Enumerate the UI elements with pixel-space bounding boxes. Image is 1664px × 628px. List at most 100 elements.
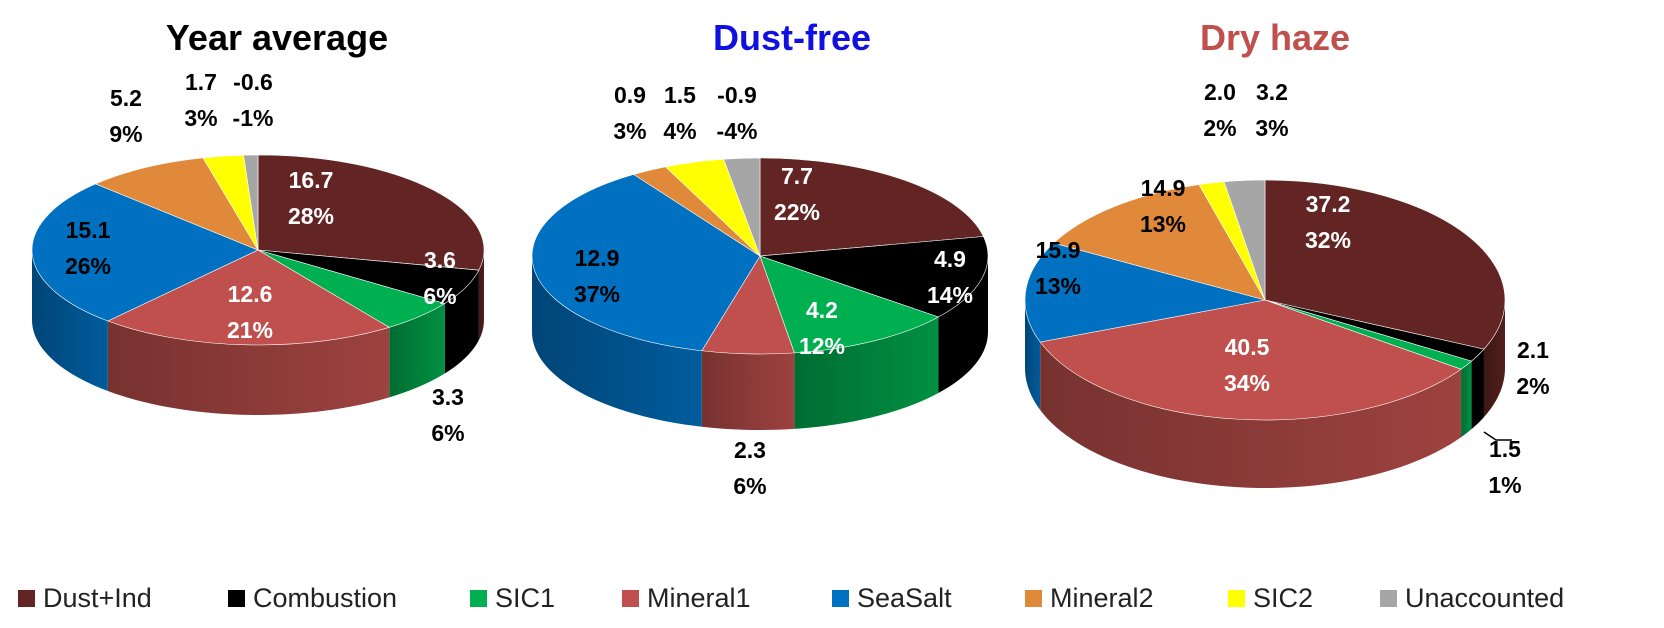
data-label-percent: 6% [733, 473, 766, 499]
data-label-value: 1.5 [664, 82, 696, 108]
data-label-value: -0.9 [717, 82, 757, 108]
chart-title: Year average [166, 17, 388, 58]
data-label-percent: 12% [799, 333, 845, 359]
legend-swatch [228, 589, 245, 607]
legend: Dust+Ind Combustion SIC1 Mineral1 SeaSalt Min… [0, 578, 1664, 618]
data-label-value: 15.9 [1036, 237, 1081, 263]
pie-chart-dry-haze: Dry haze37.232%2.12%1.51%40.534%15.913%1… [1024, 17, 1550, 498]
pie-slice-dust-ind [257, 154, 485, 271]
pie-slice-seasalt [1024, 242, 1266, 343]
chart-title: Dust-free [713, 17, 871, 58]
pie-slice-seasalt [531, 174, 761, 352]
pie-slice-unaccounted [1223, 179, 1266, 301]
legend-swatch [18, 589, 35, 607]
data-label-percent: 13% [1140, 211, 1186, 237]
legend-item-sic1: SIC1 [470, 578, 555, 618]
pie-slice-unaccounted [723, 157, 761, 257]
pie-side-sic1 [1461, 361, 1472, 438]
data-label-value: 2.1 [1517, 337, 1549, 363]
pie-side-seasalt [32, 250, 108, 391]
pie-top [1024, 179, 1506, 421]
pie-side-combustion [1471, 349, 1484, 430]
pie-side-walls [532, 256, 988, 430]
data-label-percent: 2% [1516, 373, 1549, 399]
pie-side-dust-ind [1483, 300, 1505, 418]
data-label-percent: 32% [1305, 227, 1351, 253]
pie-slice-mineral1 [107, 249, 391, 346]
pie-slice-mineral1 [1039, 299, 1462, 421]
legend-label: Unaccounted [1405, 582, 1565, 613]
legend-swatch [832, 589, 849, 607]
pie-side-combustion [444, 270, 479, 374]
data-label-value: 16.7 [289, 167, 334, 193]
data-label-value: 5.2 [110, 85, 142, 111]
data-label-value: -0.6 [233, 69, 273, 95]
legend-item-unaccounted: Unaccounted [1380, 578, 1564, 618]
pie-side-mineral1 [1040, 342, 1462, 488]
data-label-value: 37.2 [1306, 191, 1351, 217]
data-label-percent: 6% [431, 420, 464, 446]
legend-label: Mineral2 [1050, 582, 1154, 613]
data-label-value: 12.6 [228, 281, 273, 307]
legend-swatch [470, 589, 487, 607]
pie-chart-year-average: Year average 16.7 28% 3.6 6% 3.3 6% 12.6 21% 15.1… [31, 17, 485, 446]
legend-label: Combustion [253, 582, 398, 613]
pie-slice-seasalt [31, 183, 259, 322]
pie-side-seasalt [532, 256, 702, 427]
data-label-value: 2.3 [734, 437, 766, 463]
pie-side-seasalt [1025, 300, 1041, 410]
pie-side-sic1 [794, 317, 939, 429]
legend-item-seasalt: SeaSalt [832, 578, 952, 618]
data-label-value: 1.7 [185, 69, 217, 95]
legend-item-dust-ind: Dust+Ind [18, 578, 152, 618]
data-label-value: 4.9 [934, 246, 966, 272]
pie-side-walls [32, 250, 484, 415]
legend-label: Mineral1 [647, 582, 751, 613]
pie-slice-dust-ind [1264, 179, 1506, 350]
pie-chart-dust-free: Dust-free 7.7 22% 4.9 14% 4.2 12% 2.3 6% 12.9 37% 0… [531, 17, 989, 499]
data-label-value: 3.3 [432, 384, 464, 410]
data-label-percent: -4% [717, 118, 758, 144]
pie-slice-mineral2 [94, 157, 259, 251]
data-label-value: 40.5 [1225, 334, 1270, 360]
legend-label: SIC2 [1253, 582, 1314, 613]
data-label-value: 3.2 [1256, 79, 1288, 105]
chart-title: Dry haze [1200, 17, 1350, 58]
data-label-percent: 22% [774, 199, 820, 225]
data-label-percent: 2% [1203, 115, 1236, 141]
pie-slice-unaccounted [243, 154, 259, 251]
data-label-value: 7.7 [781, 163, 813, 189]
legend-swatch [1025, 589, 1042, 607]
data-label-percent: 3% [613, 118, 646, 144]
pie-side-mineral1 [107, 321, 390, 415]
data-label-value: 3.6 [424, 247, 456, 273]
legend-label: SeaSalt [857, 582, 952, 613]
data-label-percent: 13% [1035, 273, 1081, 299]
legend-swatch [1380, 589, 1397, 607]
legend-label: SIC1 [495, 582, 556, 613]
legend-item-mineral1: Mineral1 [622, 578, 751, 618]
data-label-value: 0.9 [614, 82, 646, 108]
legend-item-mineral2: Mineral2 [1025, 578, 1154, 618]
data-label-value: 12.9 [575, 245, 620, 271]
data-label-percent: 28% [288, 203, 334, 229]
pie-side-dust-ind [478, 250, 484, 341]
legend-swatch [622, 589, 639, 607]
legend-label: Dust+Ind [43, 582, 152, 613]
data-label-percent: 1% [1488, 472, 1521, 498]
data-label-percent: 37% [574, 281, 620, 307]
pie-side-mineral1 [701, 350, 795, 430]
pie-side-sic1 [389, 303, 445, 398]
data-label-value: 14.9 [1141, 175, 1186, 201]
data-label-percent: 34% [1224, 370, 1270, 396]
data-label-percent: 3% [1255, 115, 1288, 141]
data-label-percent: 21% [227, 317, 273, 343]
pie-slice-sic1 [759, 255, 940, 354]
data-label-percent: 26% [65, 253, 111, 279]
pie-top [531, 157, 989, 355]
legend-item-sic2: SIC2 [1228, 578, 1313, 618]
pie-top [31, 154, 485, 346]
leader-line [1483, 431, 1512, 441]
pie-slice-combustion [759, 236, 989, 318]
legend-swatch [1228, 589, 1245, 607]
